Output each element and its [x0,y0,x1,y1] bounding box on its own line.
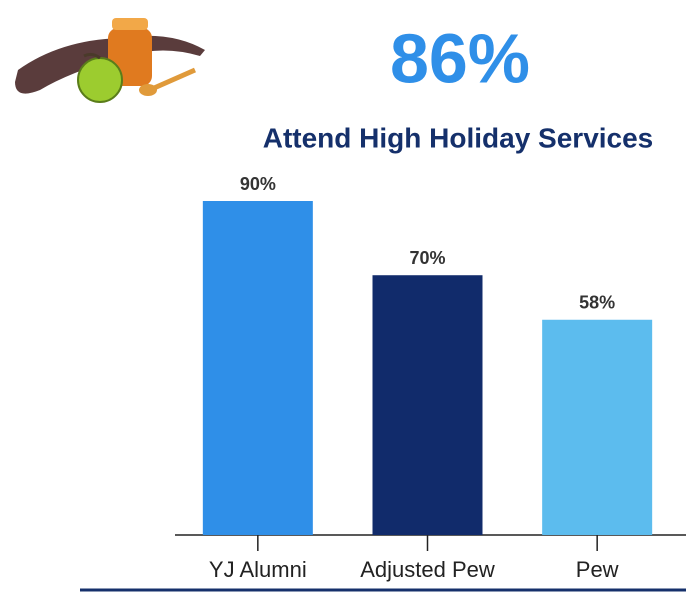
headline: 86% [390,19,530,97]
chart-title: Attend High Holiday Services [263,122,654,153]
holiday-illustration [15,18,205,103]
bar [542,319,653,535]
x-tick-label: YJ Alumni [209,557,307,582]
x-tick-label: Adjusted Pew [360,557,495,582]
bar [372,275,483,535]
value-label: 90% [240,174,276,194]
value-label: 70% [409,248,445,268]
value-label: 58% [579,293,615,313]
bar [202,201,313,535]
x-tick-label: Pew [576,557,619,582]
